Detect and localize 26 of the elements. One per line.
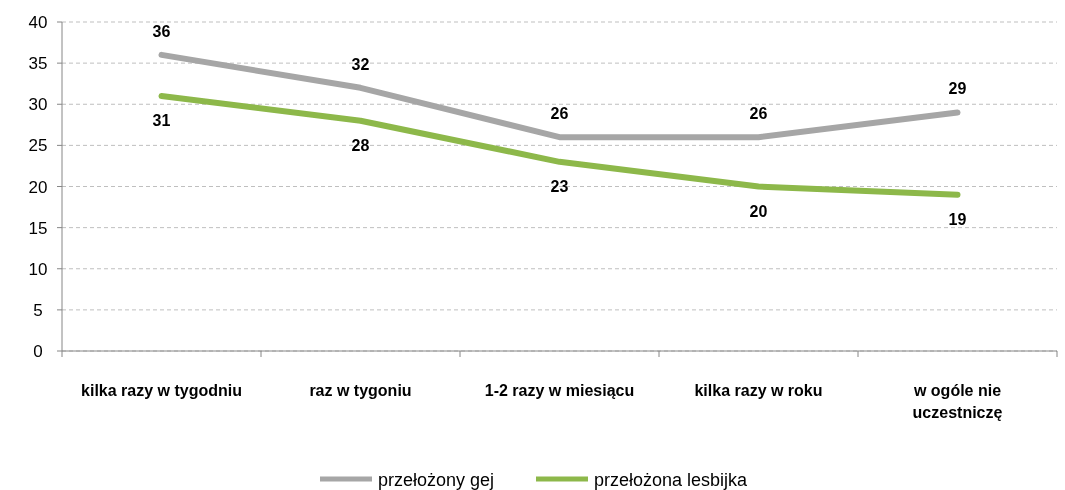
data-label: 31 <box>152 112 171 130</box>
data-label: 26 <box>749 105 768 123</box>
y-tick-label: 25 <box>28 136 48 156</box>
x-tick-label: kilka razy w roku <box>694 382 823 399</box>
y-tick-label: 40 <box>28 13 48 32</box>
data-label: 36 <box>152 22 171 40</box>
x-tick-label: raz w tygoniu <box>309 382 412 399</box>
data-label: 28 <box>351 136 370 154</box>
y-tick-label: 5 <box>33 300 43 320</box>
data-label: 19 <box>948 210 967 228</box>
y-tick-label: 0 <box>33 342 43 361</box>
x-tick-label: w ogóle nie uczestniczę <box>912 382 1003 421</box>
legend-label: przełożony gej <box>378 470 495 490</box>
data-label: 29 <box>948 80 967 98</box>
data-label: 26 <box>550 105 569 123</box>
y-tick-label: 20 <box>28 177 48 197</box>
data-label: 32 <box>351 55 370 73</box>
x-tick-label: kilka razy w tygodniu <box>81 382 242 399</box>
y-tick-label: 35 <box>28 54 48 74</box>
data-label: 20 <box>749 202 768 220</box>
y-tick-label: 10 <box>28 259 48 279</box>
legend-label: przełożona lesbijka <box>594 470 749 490</box>
y-tick-label: 30 <box>28 95 48 115</box>
data-label: 23 <box>550 177 569 195</box>
y-tick-label: 15 <box>28 218 48 238</box>
x-tick-label: 1-2 razy w miesiącu <box>484 382 635 399</box>
